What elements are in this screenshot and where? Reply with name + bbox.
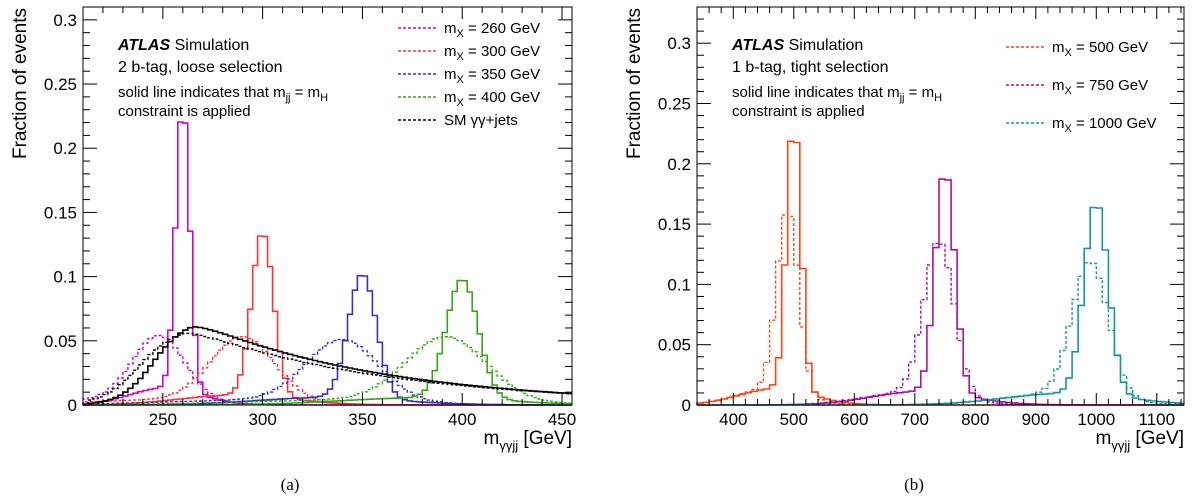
chart-panel-a: 250 300 350 400 450 0 0.05 0.1 0.15 0.2 0.25 0.3 Fr…	[10, 6, 576, 494]
series-solid-line	[697, 206, 1184, 406]
atlas-label-b: ATLAS Simulation	[731, 37, 863, 54]
axes-b: 400 500 600 700 800 900 1000 1100 0 0.05 0.1 0.15 0.…	[658, 6, 1184, 429]
series-dashed-line	[83, 332, 572, 406]
selection-text-b: 1 b-tag, tight selection	[732, 59, 889, 76]
legend-entry: mX = 750 GeV	[1052, 77, 1148, 97]
legend-b: mX = 500 GeV mX = 750 GeV mX = 1000 GeV	[1006, 39, 1157, 135]
y-tick-label: 0	[68, 396, 77, 415]
note-line1-b: solid line indicates that mjj = mH	[732, 84, 942, 104]
x-tick-label: 350	[348, 410, 376, 429]
x-tick-label: 800	[961, 410, 989, 429]
legend-entry: mX = 300 GeV	[444, 43, 540, 63]
x-tick-label: 1100	[1138, 410, 1175, 429]
x-axis-label-a: mγγjj [GeV]	[484, 428, 572, 453]
x-tick-label: 1000	[1077, 410, 1115, 429]
histograms-b	[696, 140, 1184, 406]
y-tick-label: 0.3	[667, 34, 691, 53]
series-dashed-line	[82, 338, 572, 406]
y-tick-label: 0.25	[658, 94, 691, 113]
series-solid-line	[697, 178, 1184, 406]
y-tick-label: 0.2	[667, 155, 691, 174]
y-tick-label: 0.1	[667, 275, 691, 294]
legend-entry: mX = 400 GeV	[444, 89, 540, 109]
y-axis-label-a: Fraction of events	[10, 8, 31, 159]
legend-entry: mX = 1000 GeV	[1052, 115, 1157, 135]
x-tick-label: 300	[248, 410, 276, 429]
note-line2-a: constraint is applied	[118, 103, 251, 120]
series-dashed-line	[697, 262, 1184, 406]
plot-frame-b	[696, 6, 1185, 406]
series-dashed-line	[82, 336, 572, 406]
series-solid-line	[83, 326, 572, 406]
x-axis-label-b: mγγjj [GeV]	[1096, 428, 1184, 453]
legend-entry: mX = 500 GeV	[1052, 39, 1148, 59]
x-tick-label: 500	[780, 410, 808, 429]
x-tick-label: 450	[548, 410, 576, 429]
legend-a: mX = 260 GeV mX = 300 GeV mX = 350 GeV mX =…	[398, 20, 540, 129]
legend-entry: mX = 260 GeV	[444, 20, 540, 40]
chart-panel-b: 400 500 600 700 800 900 1000 1100 0 0.05 0.1 0.15 0.…	[624, 6, 1185, 494]
y-tick-label: 0.25	[44, 75, 77, 94]
series-dashed-line	[696, 214, 1184, 406]
y-tick-label: 0	[682, 396, 691, 415]
series-solid-line	[83, 274, 572, 406]
x-tick-label: 400	[448, 410, 476, 429]
x-tick-label: 250	[149, 410, 177, 429]
legend-entry: SM γγ+jets	[444, 112, 518, 129]
selection-text-a: 2 b-tag, loose selection	[118, 59, 283, 76]
y-tick-label: 0.15	[44, 203, 77, 222]
series-dashed-line	[697, 242, 1184, 406]
x-tick-label: 700	[901, 410, 929, 429]
x-tick-label: 600	[840, 410, 868, 429]
series-solid-line	[82, 235, 572, 406]
y-tick-label: 0.05	[658, 336, 691, 355]
atlas-label-a: ATLAS Simulation	[117, 37, 249, 54]
note-line2-b: constraint is applied	[732, 103, 865, 120]
panel-label-b: (b)	[904, 475, 924, 494]
panel-label-a: (a)	[281, 475, 300, 494]
axes-a: 250 300 350 400 450 0 0.05 0.1 0.15 0.2 0.25 0.3	[44, 6, 576, 429]
x-tick-label: 900	[1022, 410, 1050, 429]
y-tick-label: 0.2	[53, 139, 77, 158]
y-tick-label: 0.05	[44, 332, 77, 351]
series-solid-line	[696, 140, 1184, 406]
y-tick-label: 0.3	[53, 11, 77, 30]
y-tick-label: 0.15	[658, 215, 691, 234]
x-tick-label: 400	[719, 410, 747, 429]
note-line1-a: solid line indicates that mjj = mH	[118, 84, 328, 104]
histograms-a	[82, 121, 572, 406]
y-tick-label: 0.1	[53, 268, 77, 287]
legend-entry: mX = 350 GeV	[444, 66, 540, 86]
series-dashed-line	[82, 336, 572, 406]
plot-frame-a	[82, 6, 573, 406]
y-axis-label-b: Fraction of events	[624, 8, 645, 159]
